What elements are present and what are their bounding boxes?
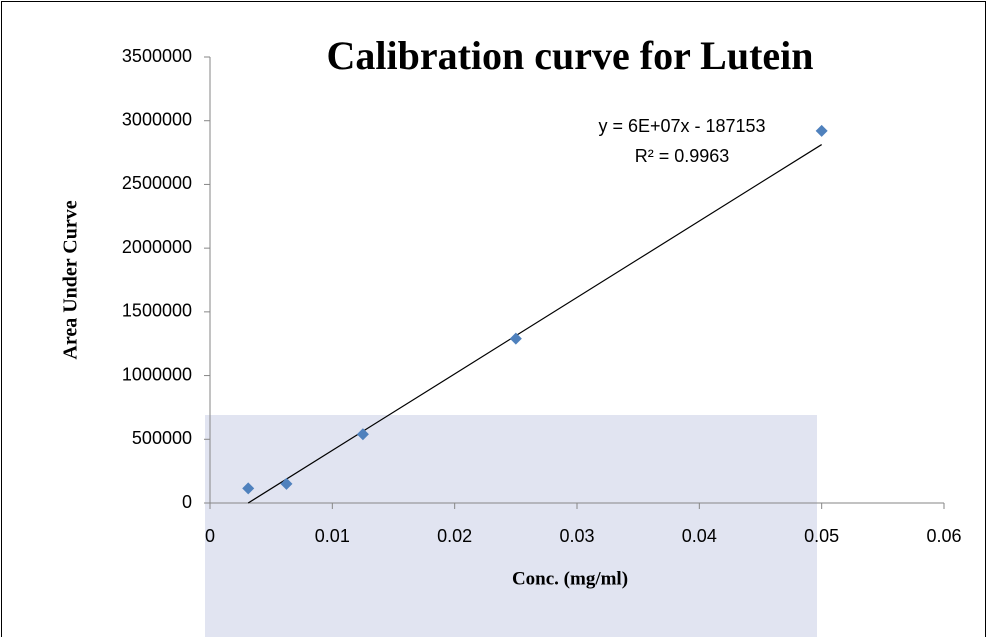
y-tick-label: 2000000 (122, 237, 192, 257)
r-squared: R² = 0.9963 (635, 146, 730, 166)
x-tick-label: 0.03 (559, 526, 594, 546)
y-tick-label: 1500000 (122, 301, 192, 321)
trendline (247, 144, 822, 504)
y-axis-label: Area Under Curve (60, 200, 82, 359)
equation: y = 6E+07x - 187153 (598, 116, 765, 136)
data-point (356, 428, 369, 441)
y-tick-label: 1000000 (122, 364, 192, 384)
y-tick-label: 500000 (132, 428, 192, 448)
x-tick-label: 0.04 (682, 526, 717, 546)
y-tick-label: 3000000 (122, 109, 192, 129)
data-point (280, 477, 293, 490)
x-tick-label: 0.05 (804, 526, 839, 546)
y-tick-label: 3500000 (122, 46, 192, 66)
x-axis-label: Conc. (mg/ml) (512, 568, 628, 589)
chart-title: Calibration curve for Lutein (326, 33, 813, 78)
data-point (242, 482, 255, 495)
x-tick-label: 0.06 (926, 526, 961, 546)
data-point (815, 124, 828, 137)
data-point (509, 332, 522, 345)
x-tick-label: 0 (205, 526, 215, 546)
x-tick-label: 0.02 (437, 526, 472, 546)
y-tick-label: 2500000 (122, 173, 192, 193)
watermark (205, 415, 817, 637)
x-tick-label: 0.01 (315, 526, 350, 546)
y-tick-label: 0 (182, 492, 192, 512)
